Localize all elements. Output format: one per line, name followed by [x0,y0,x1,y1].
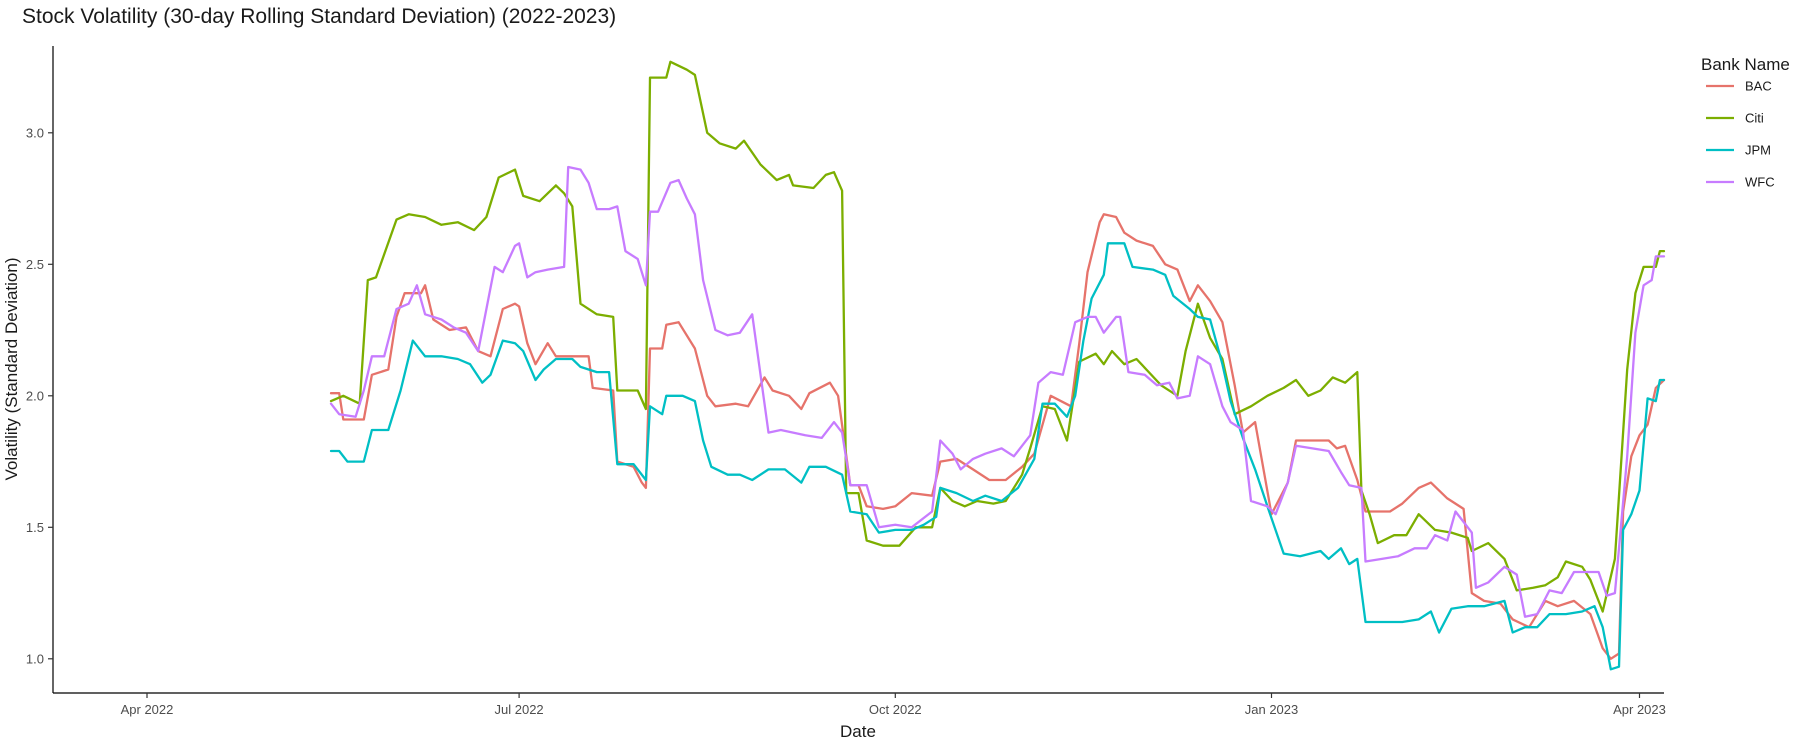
x-tick-label: Apr 2023 [1613,702,1666,717]
x-tick-label: Oct 2022 [869,702,922,717]
y-tick-label: 2.0 [26,388,44,403]
series-layer [329,60,1666,671]
legend: Bank Name BAC Citi JPM WFC [1701,55,1790,190]
series-line-jpm [329,242,1666,671]
x-tick-label: Apr 2022 [121,702,174,717]
legend-label-citi: Citi [1745,111,1764,126]
y-tick-label: 1.5 [26,520,44,535]
y-tick-label: 2.5 [26,257,44,272]
legend-label-wfc: WFC [1745,175,1775,190]
x-tick-label: Jan 2023 [1245,702,1299,717]
legend-title: Bank Name [1701,55,1790,74]
y-axis-ticks: 1.0 1.5 2.0 2.5 3.0 [26,125,53,666]
chart-title: Stock Volatility (30-day Rolling Standar… [22,5,616,28]
series-line-bac [329,213,1666,660]
x-axis-ticks: Apr 2022 Jul 2022 Oct 2022 Jan 2023 Apr 2023 [121,693,1666,717]
series-line-citi [329,60,1666,613]
legend-label-jpm: JPM [1745,143,1771,158]
x-axis-title: Date [840,722,876,740]
x-tick-label: Jul 2022 [495,702,544,717]
legend-label-bac: BAC [1745,79,1772,94]
series-line-wfc [329,165,1666,618]
y-axis-title: Volatility (Standard Deviation) [2,257,21,480]
y-tick-label: 1.0 [26,651,44,666]
y-tick-label: 3.0 [26,125,44,140]
